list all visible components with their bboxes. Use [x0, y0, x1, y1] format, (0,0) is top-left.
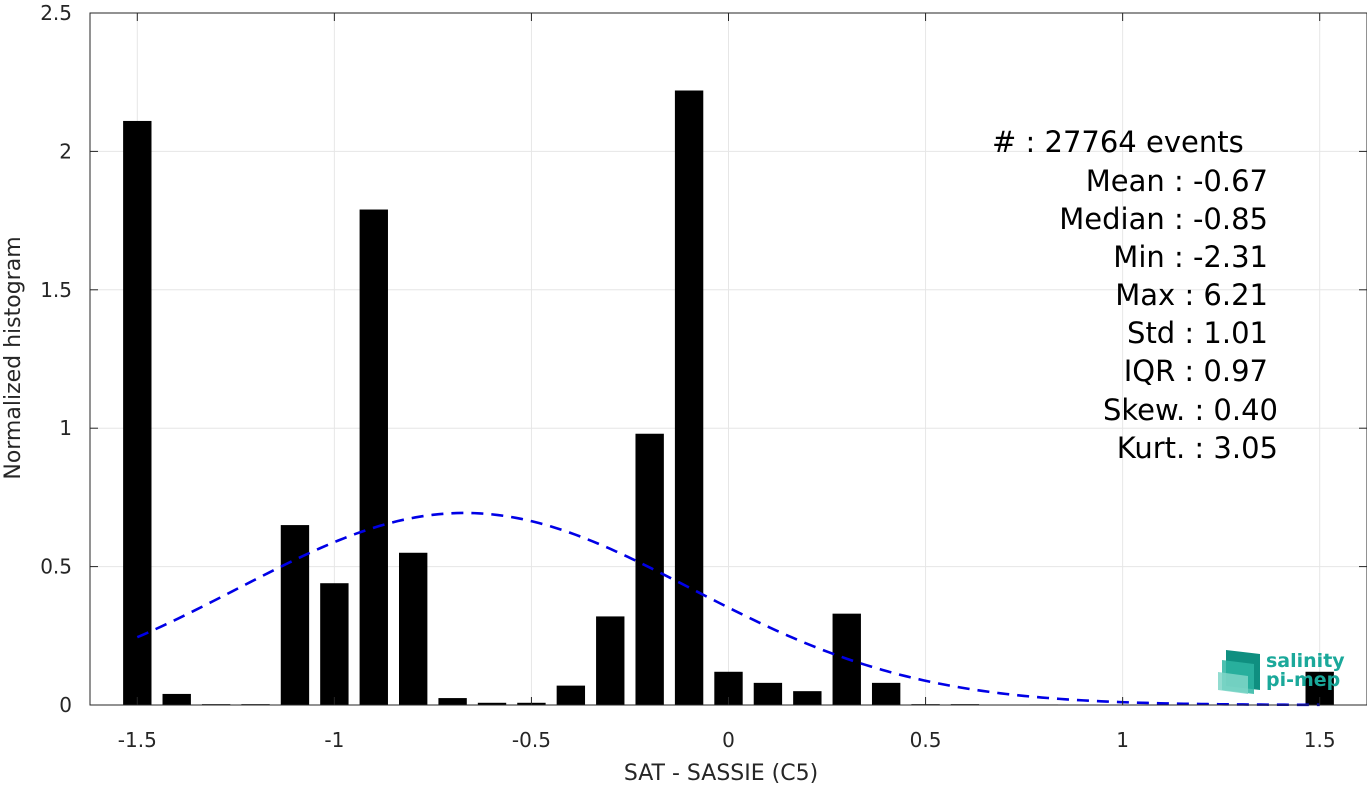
stat-max: Max : 6.21 [1115, 278, 1268, 312]
salinity-pi-mep-logo: salinity pi-mep [1218, 650, 1345, 694]
x-tick-label: 1 [1116, 728, 1129, 752]
histogram-bar [123, 120, 152, 705]
stats-panel: # : 27764 events Mean : -0.67 Median : -… [992, 125, 1278, 465]
histogram-bar [162, 693, 191, 705]
x-tick-label: -0.5 [512, 728, 551, 752]
stat-events: # : 27764 events [992, 125, 1244, 159]
y-tick-label: 0.5 [40, 555, 72, 579]
stat-mean: Mean : -0.67 [1086, 164, 1268, 198]
stat-min: Min : -2.31 [1113, 240, 1268, 274]
x-tick-label: 1.5 [1304, 728, 1336, 752]
logo-line1: salinity [1266, 650, 1345, 672]
histogram-bar [596, 616, 625, 705]
y-tick-label: 1.5 [40, 278, 72, 302]
histogram-bar [753, 682, 783, 705]
stat-kurt: Kurt. : 3.05 [1117, 431, 1278, 465]
bars [123, 90, 1334, 705]
histogram-bar [399, 552, 428, 705]
stat-std: Std : 1.01 [1127, 316, 1268, 350]
histogram-bar [280, 525, 310, 705]
x-tick-label: 0 [722, 728, 735, 752]
histogram-bar [556, 685, 586, 705]
stat-skew: Skew. : 0.40 [1103, 393, 1278, 427]
histogram-bar [477, 702, 507, 705]
histogram-bar [438, 698, 467, 705]
axes [89, 12, 1367, 706]
histogram-bar [674, 90, 704, 705]
histogram-bar [793, 691, 822, 705]
y-tick-label: 0 [59, 693, 72, 717]
y-tick-label: 2 [59, 139, 72, 163]
x-tick-label: -1 [324, 728, 344, 752]
histogram-bar [359, 209, 388, 705]
y-tick-labels: 0 0.5 1 1.5 2 2.5 [40, 1, 72, 717]
logo-mark-icon [1218, 650, 1260, 694]
histogram-bar [635, 433, 664, 705]
histogram-bar [871, 682, 901, 705]
y-tick-label: 1 [59, 416, 72, 440]
y-tick-label: 2.5 [40, 1, 72, 25]
stat-median: Median : -0.85 [1059, 202, 1268, 236]
stat-iqr: IQR : 0.97 [1124, 354, 1268, 388]
x-tick-label: 0.5 [910, 728, 942, 752]
x-axis-label: SAT - SASSIE (C5) [624, 761, 818, 785]
x-tick-labels: -1.5 -1 -0.5 0 0.5 1 1.5 [118, 728, 1336, 752]
x-tick-label: -1.5 [118, 728, 157, 752]
y-axis-label: Normalized histogram [1, 236, 26, 479]
histogram-bar [320, 583, 349, 705]
logo-line2: pi-mep [1266, 669, 1340, 691]
